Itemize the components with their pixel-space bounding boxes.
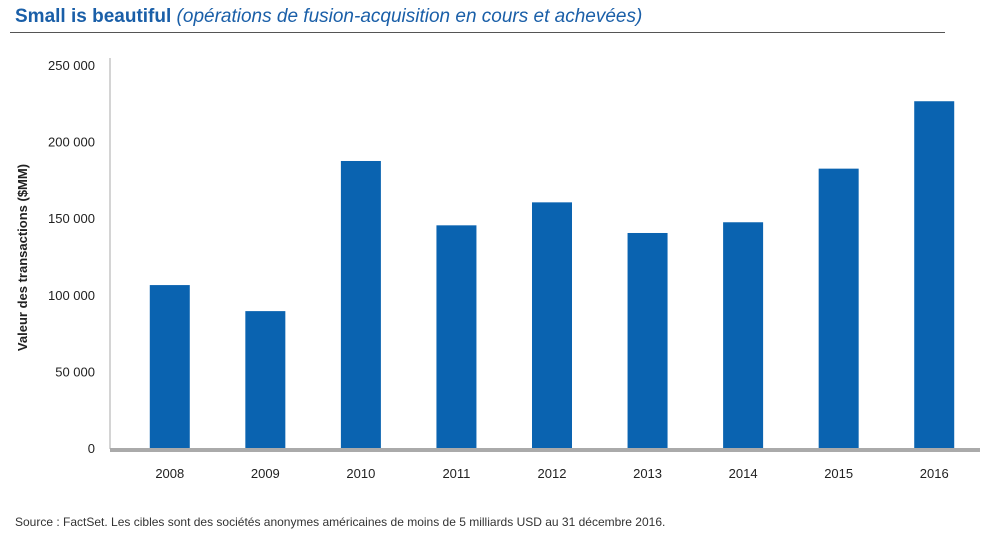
y-tick-label: 50 000: [55, 364, 95, 379]
x-tick-label: 2011: [442, 466, 470, 481]
bars: [149, 101, 955, 450]
bar-2014: [723, 222, 764, 449]
y-tick-label: 200 000: [48, 135, 95, 150]
x-tick-label: 2016: [920, 466, 949, 481]
x-tick-label: 2009: [251, 466, 280, 481]
x-tick-label: 2014: [729, 466, 758, 481]
y-tick-label: 150 000: [48, 211, 95, 226]
x-tick-label: 2013: [633, 466, 662, 481]
x-tick-label: 2008: [155, 466, 184, 481]
bar-2009: [245, 311, 286, 449]
bar-2013: [627, 232, 668, 449]
x-tick-label: 2015: [824, 466, 853, 481]
bar-2012: [532, 202, 572, 449]
bar-2010: [340, 160, 381, 449]
source-note: Source : FactSet. Les cibles sont des so…: [15, 515, 666, 529]
chart-title: Small is beautiful (opérations de fusion…: [15, 6, 642, 28]
title-divider: [10, 32, 945, 33]
y-tick-label: 250 000: [48, 58, 95, 73]
x-tick-label: 2012: [538, 466, 567, 481]
chart-title-main: Small is beautiful: [15, 6, 172, 27]
x-axis-baseline: [110, 448, 980, 452]
y-tick-label: 0: [88, 441, 95, 456]
x-tick-label: 2010: [346, 466, 375, 481]
chart-subtitle: (opérations de fusion-acquisition en cou…: [176, 6, 643, 27]
bar-2016: [914, 101, 955, 450]
bar-2015: [818, 168, 859, 450]
bar-2008: [149, 285, 190, 449]
bar-2011: [436, 225, 477, 449]
y-axis-label: Valeur des transactions ($MM): [15, 164, 30, 351]
y-axis: 0 50 000 100 000 150 000 200 000 250 000: [48, 58, 95, 456]
x-axis: 2008 2009 2010 2011 2012 2013 2014 2015 2016: [155, 466, 948, 481]
y-tick-label: 100 000: [48, 288, 95, 303]
